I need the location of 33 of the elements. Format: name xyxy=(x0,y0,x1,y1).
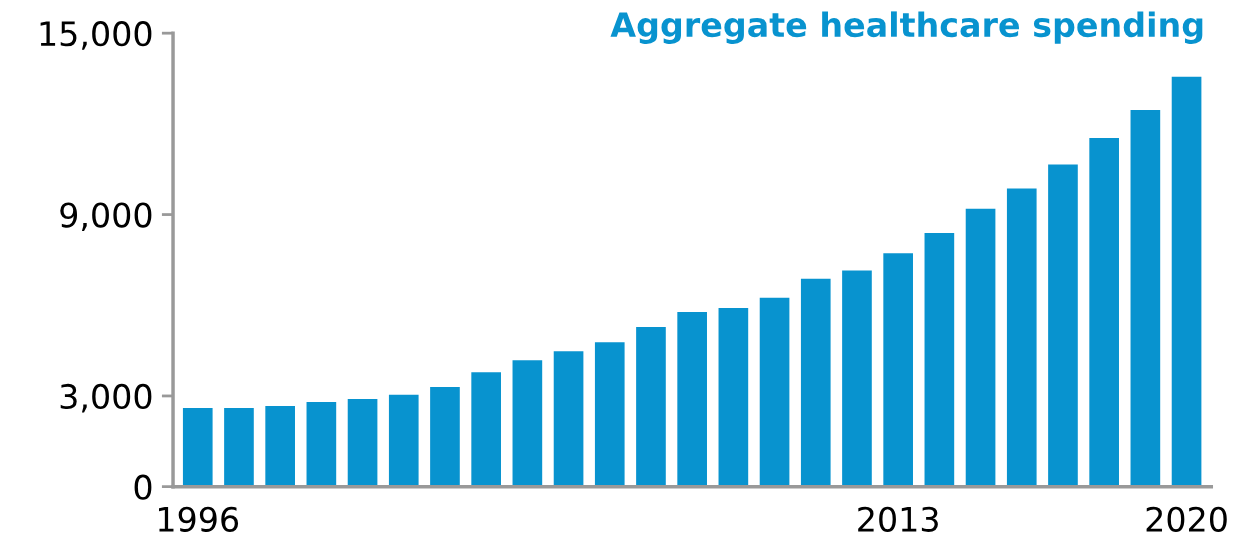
bar xyxy=(718,307,749,487)
bar xyxy=(1089,138,1119,487)
bar xyxy=(883,253,913,487)
bar xyxy=(1048,164,1078,487)
bar xyxy=(800,278,831,487)
bar xyxy=(1171,76,1202,487)
bar xyxy=(182,408,213,487)
bar xyxy=(512,360,543,487)
y-tick-label: 3,000 xyxy=(60,383,152,413)
x-tick-label: 1996 xyxy=(159,506,239,532)
bar xyxy=(347,398,378,487)
bar xyxy=(842,270,872,487)
bar xyxy=(594,342,625,487)
bar xyxy=(265,405,295,487)
bar xyxy=(471,372,501,487)
y-tick-label: 9,000 xyxy=(60,202,152,232)
bar xyxy=(965,208,996,487)
chart-title: Aggregate healthcare spending xyxy=(610,11,1203,44)
x-tick-label: 2020 xyxy=(1146,506,1227,532)
y-tick-label: 0 xyxy=(134,474,152,500)
bar xyxy=(1130,109,1161,487)
bar xyxy=(1006,188,1037,487)
bar xyxy=(759,297,790,487)
bar xyxy=(388,394,419,487)
bar xyxy=(430,386,460,487)
bar xyxy=(306,401,337,487)
y-tick-label: 15,000 xyxy=(40,21,152,50)
bar xyxy=(636,327,666,487)
bar xyxy=(677,311,707,487)
bar xyxy=(553,351,584,487)
bar xyxy=(224,408,254,487)
x-tick-label: 2013 xyxy=(858,506,938,532)
bar xyxy=(924,233,955,487)
